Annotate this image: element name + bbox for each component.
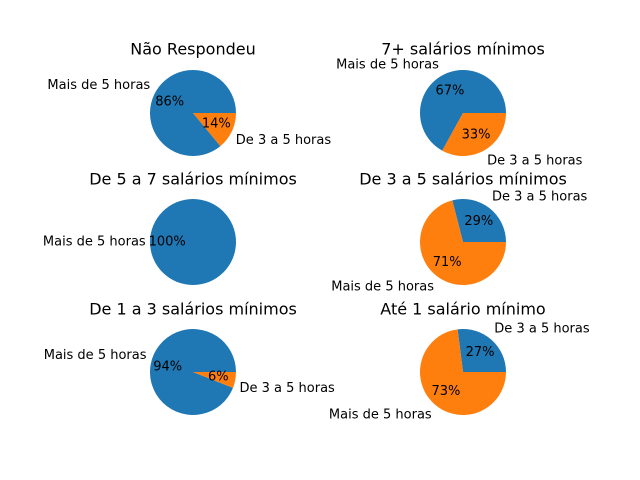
slice-percent-label: 100% (149, 235, 186, 250)
pie-slice (149, 69, 236, 156)
slice-category-label: De 3 a 5 horas (487, 154, 583, 169)
slice-percent-label: 29% (464, 214, 493, 229)
pie-chart-5: De 1 a 3 salários mínimos 94% Mais de 5 ho… (44, 300, 335, 415)
slice-percent-label: 86% (155, 95, 184, 110)
pie-title: Até 1 salário mínimo (380, 300, 545, 319)
slice-category-label: De 3 a 5 horas (492, 190, 588, 205)
slice-category-label: Mais de 5 horas (44, 348, 147, 363)
slice-percent-label: 67% (435, 83, 464, 98)
slice-category-label: Mais de 5 horas (331, 279, 434, 294)
slice-percent-label: 73% (431, 384, 460, 399)
slice-category-label: Mais de 5 horas (329, 408, 432, 423)
pie-chart-4: De 3 a 5 salários mínimos 29% De 3 a 5 hor… (331, 170, 587, 295)
slice-category-label: Mais de 5 horas (43, 235, 146, 250)
pie-slice (419, 200, 506, 285)
pie-slice (420, 329, 506, 416)
pie-chart-3: De 5 a 7 salários mínimos 100%Mais de 5 h… (43, 170, 297, 285)
pie-chart-2: 7+ salários mínimos 67% Mais de 5 horas 33%… (336, 40, 583, 169)
pie-slice (193, 372, 236, 388)
slice-category-label: Mais de 5 horas (47, 78, 150, 93)
pie-title: 7+ salários mínimos (381, 40, 545, 59)
slice-percent-label: 94% (153, 360, 182, 375)
pie-chart-6: Até 1 salário mínimo 27% De 3 a 5 horas 73%… (329, 300, 590, 423)
slice-percent-label: 27% (466, 345, 495, 360)
pie-slice (442, 113, 506, 157)
slice-percent-label: 33% (462, 128, 491, 143)
pie-slice (193, 113, 236, 147)
pie-title: Não Respondeu (130, 40, 255, 59)
pie-slice (150, 199, 236, 285)
slice-category-label: De 3 a 5 horas (240, 381, 336, 396)
pie-slice (420, 70, 506, 151)
slice-category-label: De 3 a 5 horas (236, 133, 332, 148)
slice-percent-label: 14% (202, 117, 231, 132)
slice-category-label: De 3 a 5 horas (494, 322, 590, 337)
pie-chart-1: Não Respondeu 86% Mais de 5 horas 14% De 3 a… (47, 40, 331, 156)
pie-title: De 3 a 5 salários mínimos (359, 170, 567, 189)
pie-title: De 5 a 7 salários mínimos (89, 170, 297, 189)
slice-category-label: Mais de 5 horas (336, 57, 439, 72)
pie-slice (452, 199, 506, 242)
pie-slice (150, 328, 236, 415)
pie-title: De 1 a 3 salários mínimos (89, 300, 297, 319)
pie-slice (457, 329, 506, 372)
slice-percent-label: 71% (433, 255, 462, 270)
slice-percent-label: 6% (208, 369, 229, 384)
